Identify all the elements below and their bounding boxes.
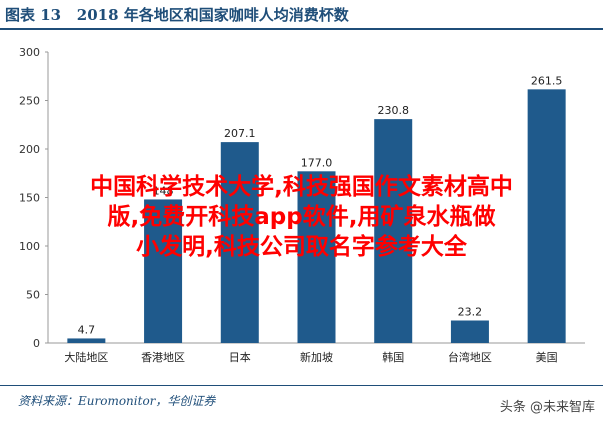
y-tick-label: 250 xyxy=(19,95,40,108)
overlay-text: 中国科学技术大学,科技强国作文素材高中 版,免费开科技app软件,用矿泉水瓶做 … xyxy=(0,172,603,262)
bar xyxy=(450,320,489,343)
x-category-label: 大陆地区 xyxy=(64,350,108,364)
bar-value-label: 261.5 xyxy=(531,74,563,87)
overlay-line-3: 小发明,科技公司取名字参考大全 xyxy=(136,234,467,260)
y-tick-label: 150 xyxy=(19,192,40,205)
x-category-label: 新加坡 xyxy=(300,350,333,364)
x-category-label: 日本 xyxy=(229,350,251,364)
bar-chart: 0 50 100 150 200 250 300 4.7 大陆地区 148 香港地区 207.1 日本 1… xyxy=(19,46,585,364)
y-tick-label: 300 xyxy=(19,46,40,59)
bar xyxy=(374,119,413,344)
bar xyxy=(527,89,566,343)
x-category-label: 韩国 xyxy=(382,350,404,364)
y-tick-label: 200 xyxy=(19,143,40,156)
bar-value-label: 4.7 xyxy=(78,323,96,336)
x-category-label: 香港地区 xyxy=(141,351,185,364)
bar-value-label: 177.0 xyxy=(301,156,333,169)
bar xyxy=(67,338,106,343)
figure-header: 图表 13 2018 年各地区和国家咖啡人均消费杯数 xyxy=(0,0,603,32)
bar-value-label: 230.8 xyxy=(377,104,409,117)
bar-value-label: 207.1 xyxy=(224,127,256,140)
bar-value-label: 148 xyxy=(153,184,174,197)
overlay-line-2: 版,免费开科技app软件,用矿泉水瓶做 xyxy=(107,204,496,230)
source-note: 资料来源：Euromonitor，华创证券 xyxy=(18,394,216,408)
figure-title: 图表 13 2018 年各地区和国家咖啡人均消费杯数 xyxy=(5,6,349,24)
y-tick-label: 100 xyxy=(19,240,40,253)
brand-watermark: 头条 @未来智库 xyxy=(499,400,595,415)
header-rule xyxy=(0,28,603,30)
bar xyxy=(144,199,183,343)
footer-rule xyxy=(0,385,603,386)
x-category-label: 台湾地区 xyxy=(448,350,492,364)
bar xyxy=(220,142,259,343)
bar xyxy=(297,171,336,343)
y-tick-label: 50 xyxy=(26,289,40,302)
x-category-label: 美国 xyxy=(536,351,558,364)
bar-value-label: 23.2 xyxy=(458,305,483,318)
overlay-line-1: 中国科学技术大学,科技强国作文素材高中 xyxy=(90,174,513,200)
y-tick-label: 0 xyxy=(33,337,40,350)
